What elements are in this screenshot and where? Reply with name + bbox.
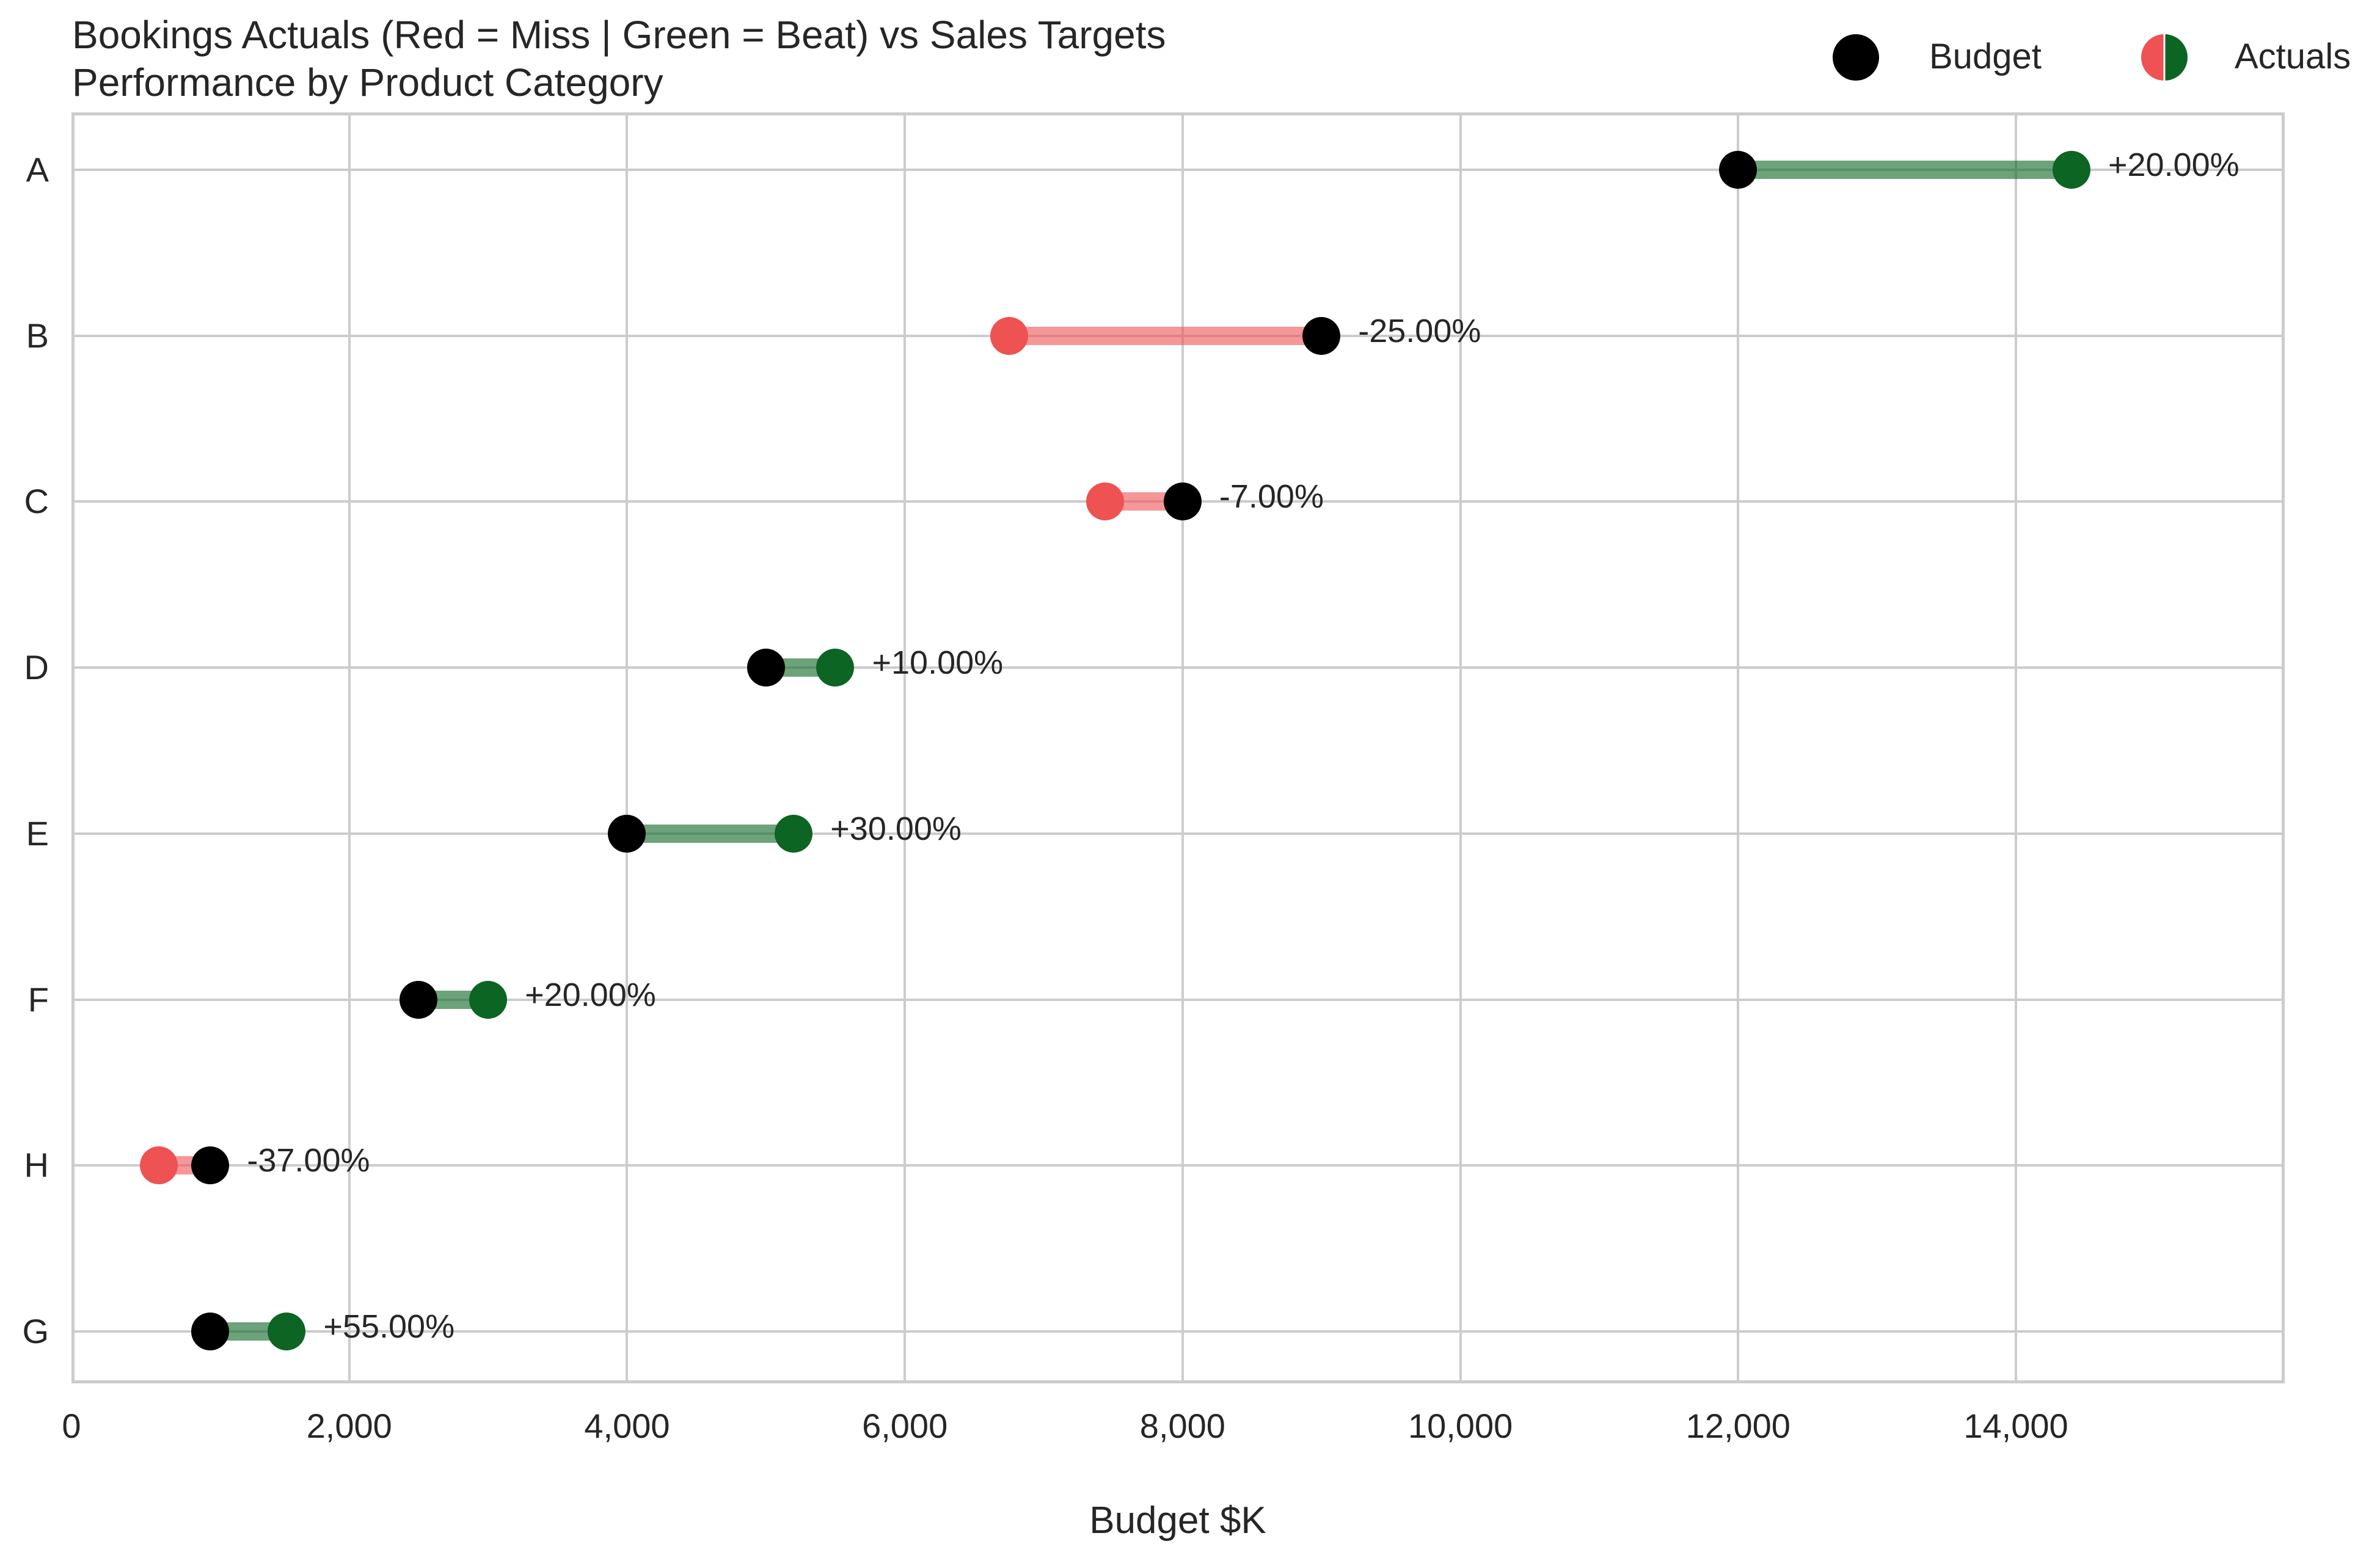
x-tick-label: 8,000 <box>1139 1407 1225 1445</box>
plot-area <box>71 112 2285 1383</box>
budget-marker <box>608 814 646 853</box>
gridline-x <box>1181 115 1184 1380</box>
connector-bar <box>627 824 794 843</box>
x-tick-label: 0 <box>62 1407 81 1445</box>
gridline-x <box>1459 115 1462 1380</box>
gridline-y <box>75 169 2282 171</box>
y-tick-label: C <box>24 482 49 521</box>
y-tick-label: B <box>26 316 49 355</box>
budget-circle-icon <box>1833 34 1879 81</box>
chart-title: Bookings Actuals (Red = Miss | Green = B… <box>72 11 1166 106</box>
gridline-y <box>75 832 2282 835</box>
legend-label-actuals: Actuals <box>2235 37 2351 76</box>
actual-marker <box>268 1312 306 1350</box>
variance-label: +55.00% <box>323 1308 455 1345</box>
gridline-x <box>1737 115 1740 1380</box>
gridline-x <box>348 115 351 1380</box>
actual-marker <box>2052 151 2090 189</box>
x-tick-label: 4,000 <box>584 1407 670 1445</box>
actuals-split-circle-icon <box>2141 34 2188 81</box>
budget-marker <box>746 649 785 687</box>
variance-label: -7.00% <box>1219 478 1324 515</box>
x-tick-label: 10,000 <box>1407 1407 1513 1445</box>
variance-label: +20.00% <box>2108 147 2239 183</box>
variance-label: -37.00% <box>247 1142 370 1179</box>
budget-marker <box>1163 483 1202 521</box>
y-tick-label: G <box>22 1311 49 1350</box>
gridline-x <box>626 115 629 1380</box>
chart-title-line-1: Bookings Actuals (Red = Miss | Green = B… <box>72 13 1166 57</box>
actual-marker <box>140 1146 178 1185</box>
x-tick-label: 2,000 <box>306 1407 392 1445</box>
y-tick-label: H <box>24 1146 49 1185</box>
budget-marker <box>400 980 438 1019</box>
budget-marker <box>1302 316 1341 355</box>
x-tick-label: 14,000 <box>1963 1407 2068 1445</box>
gridline-y <box>75 998 2282 1001</box>
variance-label: -25.00% <box>1358 312 1481 349</box>
x-axis-label: Budget $K <box>1089 1499 1266 1542</box>
actual-marker <box>775 814 813 853</box>
gridline-y <box>75 666 2282 669</box>
chart-title-line-2: Performance by Product Category <box>72 60 663 104</box>
variance-label: +10.00% <box>872 644 1004 682</box>
y-tick-label: D <box>24 648 49 687</box>
actual-marker <box>469 980 508 1019</box>
actual-marker <box>990 316 1028 355</box>
variance-label: +30.00% <box>830 810 962 847</box>
gridline-y <box>75 1164 2282 1167</box>
actual-marker <box>1086 483 1124 521</box>
gridline-x <box>2015 115 2018 1380</box>
budget-marker <box>191 1146 230 1185</box>
y-tick-label: F <box>27 980 49 1019</box>
budget-marker <box>1719 151 1758 189</box>
gridline-x <box>903 115 907 1380</box>
budget-marker <box>191 1312 230 1350</box>
x-tick-label: 6,000 <box>862 1407 948 1445</box>
variance-label: +20.00% <box>525 976 656 1013</box>
y-tick-label: E <box>26 814 49 853</box>
connector-bar <box>1009 326 1322 345</box>
connector-bar <box>1738 161 2072 179</box>
legend-label-budget: Budget <box>1929 37 2042 76</box>
actual-marker <box>816 649 855 687</box>
y-tick-label: A <box>26 150 49 189</box>
x-tick-label: 12,000 <box>1685 1407 1790 1445</box>
gridline-y <box>75 1330 2282 1333</box>
